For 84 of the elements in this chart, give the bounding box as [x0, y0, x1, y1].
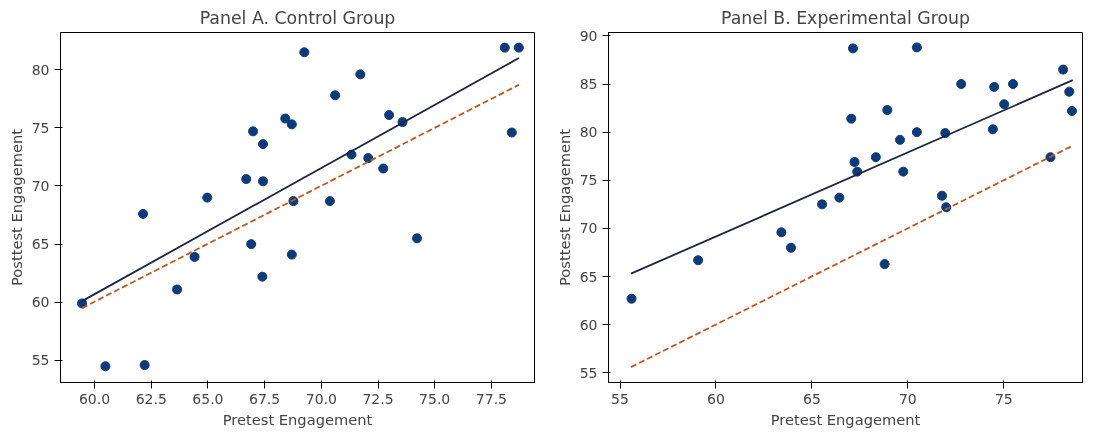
point	[999, 99, 1010, 110]
point	[378, 163, 389, 174]
point	[847, 43, 858, 54]
point	[363, 153, 374, 164]
x-tick-label: 75	[994, 390, 1013, 407]
point	[1058, 64, 1069, 75]
point	[258, 139, 269, 150]
y-tick-label: 55	[579, 364, 598, 381]
point	[870, 152, 881, 163]
x-tick-label: 60.0	[78, 390, 111, 407]
point	[513, 42, 524, 53]
point	[786, 242, 796, 253]
x-tick-label: 65	[803, 390, 821, 407]
chart-title: Panel B. Experimental Group	[721, 7, 970, 28]
point	[241, 174, 252, 184]
point	[202, 192, 213, 203]
y-tick-label: 60	[31, 294, 50, 311]
point	[911, 42, 922, 53]
point	[846, 113, 857, 124]
point	[355, 69, 366, 80]
point	[384, 110, 395, 121]
y-tick-label: 75	[31, 119, 50, 136]
point	[956, 79, 967, 89]
point	[248, 126, 259, 137]
y-tick-label: 85	[579, 76, 598, 93]
point	[499, 42, 510, 53]
point	[246, 239, 257, 250]
y-tick-label: 70	[31, 177, 50, 194]
y-tick-label: 70	[579, 220, 598, 237]
y-tick-label: 80	[31, 61, 50, 78]
point	[138, 208, 149, 219]
x-tick-label: 75.0	[419, 390, 451, 407]
x-tick-label: 72.5	[362, 390, 394, 407]
point	[506, 127, 517, 138]
point	[100, 361, 111, 372]
point	[286, 119, 297, 130]
y-tick-label: 75	[579, 172, 598, 189]
y-axis-title: Posttest Engagement	[7, 128, 25, 286]
point	[1066, 105, 1077, 116]
point	[139, 360, 150, 371]
point	[987, 124, 998, 135]
y-tick-label: 55	[31, 352, 50, 369]
point	[258, 176, 269, 187]
point	[693, 255, 704, 266]
point	[280, 113, 291, 124]
point	[776, 227, 787, 238]
y-tick-label: 65	[579, 268, 598, 285]
x-tick-label: 55	[611, 390, 629, 407]
x-tick-label: 67.5	[249, 390, 281, 407]
point	[879, 259, 890, 270]
x-tick-label: 70	[898, 390, 917, 407]
x-tick-label: 70.0	[305, 390, 337, 407]
x-tick-label: 65.0	[192, 390, 224, 407]
point	[834, 192, 845, 203]
point	[330, 90, 341, 101]
point	[989, 81, 1000, 92]
x-tick-label: 62.5	[135, 390, 167, 407]
point	[1008, 79, 1019, 89]
point	[1064, 86, 1075, 97]
point	[817, 199, 828, 210]
point	[895, 134, 905, 145]
point	[911, 127, 922, 138]
point	[898, 166, 909, 177]
point	[324, 196, 335, 207]
x-tick-label: 60	[707, 390, 725, 407]
y-tick-label: 80	[579, 124, 598, 141]
x-tick-label: 77.5	[475, 390, 507, 407]
point	[299, 47, 310, 58]
y-axis-title: Posttest Engagement	[555, 128, 573, 286]
y-tick-label: 90	[579, 27, 598, 44]
point	[412, 233, 423, 244]
chart-title: Panel A. Control Group	[199, 7, 396, 28]
point	[257, 271, 268, 282]
point	[189, 251, 200, 262]
point	[626, 293, 637, 304]
point	[882, 105, 893, 115]
point	[286, 249, 297, 260]
y-tick-label: 60	[579, 316, 598, 333]
point	[849, 157, 860, 167]
x-axis-title: Pretest Engagement	[222, 410, 373, 428]
x-axis-title: Pretest Engagement	[770, 410, 921, 428]
point	[172, 284, 183, 295]
y-tick-label: 65	[31, 236, 50, 253]
point	[937, 190, 948, 201]
